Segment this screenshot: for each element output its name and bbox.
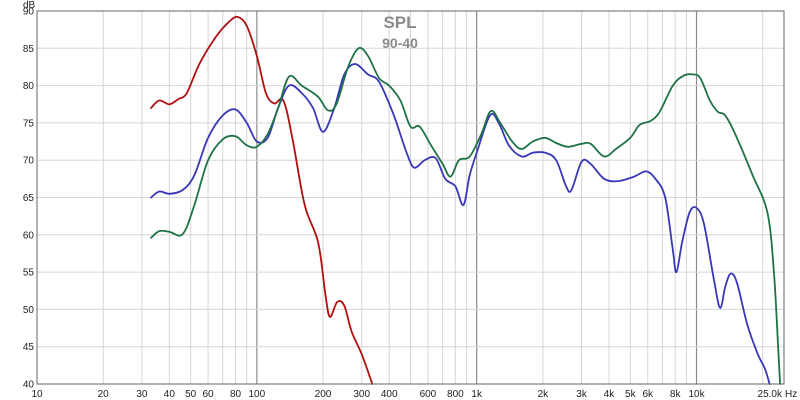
x-tick-label: 3k [576,389,588,400]
y-tick-labels: 40 45 50 55 60 65 70 75 80 85 90 [23,7,35,391]
x-tick-label: 1k [471,389,483,400]
x-tick-label: 40 [164,389,176,400]
x-tick-label: 100 [248,389,265,400]
x-tick-label: 5k [625,389,637,400]
y-tick-label: 75 [23,118,35,129]
x-tick-label: 300 [353,389,370,400]
y-axis-unit: dB [23,0,36,11]
series-line-2 [150,63,771,385]
x-axis-unit: Hz [785,389,797,400]
y-tick-label: 65 [23,193,35,204]
x-tick-label: 30 [136,389,148,400]
x-tick-labels: 10 20 30 40 50 60 80 100 200 300 400 600 800 1k 2k 3k 4k… [31,389,783,400]
x-tick-label: 60 [203,389,215,400]
x-tick-label: 200 [315,389,332,400]
series-line-3 [150,46,781,385]
x-tick-label: 8k [670,389,682,400]
chart-title: SPL [383,13,416,32]
x-tick-label: 6k [642,389,654,400]
y-tick-label: 50 [23,305,35,316]
y-tick-label: 85 [23,44,35,55]
y-tick-label: 45 [23,342,35,353]
y-tick-label: 60 [23,230,35,241]
x-tick-label: 4k [604,389,616,400]
plot-frame [36,10,785,385]
x-tick-label: 10 [31,389,43,400]
x-tick-label: 400 [381,389,398,400]
x-tick-label: 600 [420,389,437,400]
y-tick-label: 40 [23,380,35,391]
x-tick-label: 50 [185,389,197,400]
chart-subtitle: 90-40 [382,35,418,51]
y-tick-label: 80 [23,81,35,92]
x-tick-label: 20 [98,389,110,400]
x-tick-label: 2k [538,389,550,400]
y-tick-label: 70 [23,156,35,167]
grid-lines [37,11,784,384]
x-tick-label: 25.0k [758,389,783,400]
y-tick-label: 55 [23,268,35,279]
x-tick-label: 80 [230,389,242,400]
series-lines [150,15,781,385]
series-line-1 [150,15,374,385]
y-tick-label: 90 [23,7,35,18]
x-tick-label: 800 [447,389,464,400]
x-tick-label: 10k [688,389,705,400]
